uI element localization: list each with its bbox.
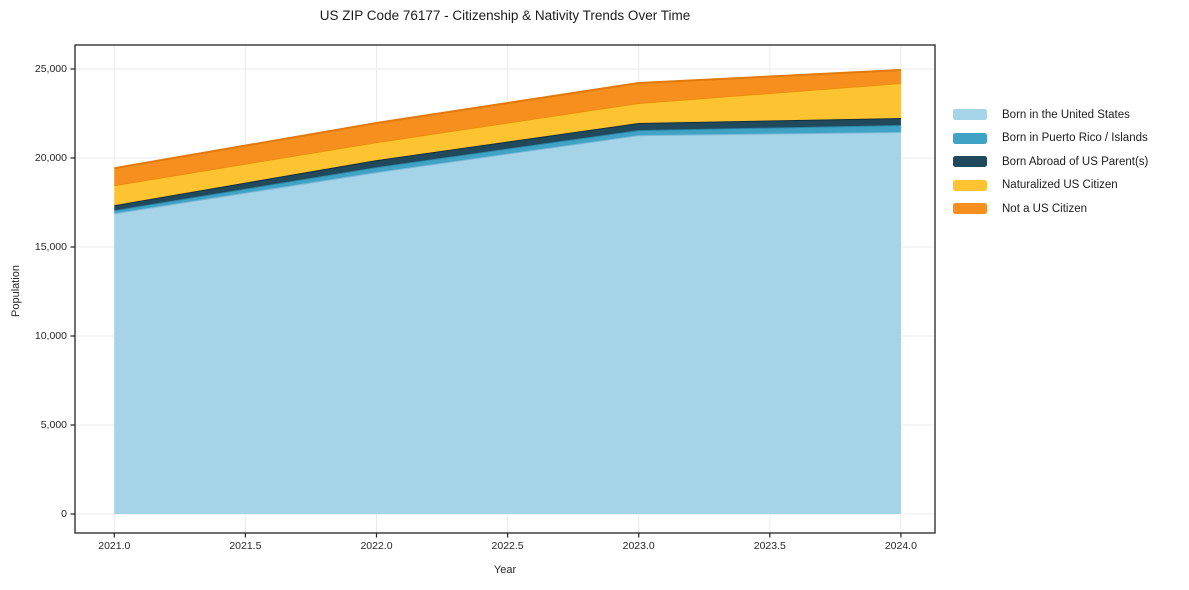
legend-item: Born Abroad of US Parent(s) [953, 150, 1148, 174]
y-tick-label: 20,000 [35, 152, 67, 164]
plot-frame [74, 44, 936, 534]
legend-label: Born Abroad of US Parent(s) [1002, 155, 1149, 168]
legend-label: Naturalized US Citizen [1002, 179, 1118, 192]
chart-title: US ZIP Code 76177 - Citizenship & Nativi… [319, 8, 691, 23]
legend-item: Born in Puerto Rico / Islands [953, 127, 1148, 151]
legend: Born in the United States Born in Puerto … [953, 103, 1148, 221]
y-tick-label: 0 [61, 508, 67, 520]
x-tick-label: 2022.5 [492, 540, 524, 552]
area-band-4 [114, 70, 901, 186]
y-axis-label: Population [10, 265, 22, 317]
x-tick-label: 2023.5 [754, 540, 786, 552]
x-tick-label: 2024.0 [885, 540, 917, 552]
y-tick-label: 10,000 [35, 330, 67, 342]
area-band-0 [114, 132, 901, 514]
legend-swatch [953, 156, 987, 168]
x-tick-label: 2023.0 [623, 540, 655, 552]
x-tick-label: 2022.0 [360, 540, 392, 552]
legend-label: Born in Puerto Rico / Islands [1002, 132, 1148, 145]
y-tick-label: 25,000 [35, 63, 67, 75]
legend-item: Naturalized US Citizen [953, 174, 1148, 198]
legend-swatch [953, 179, 987, 191]
x-tick-label: 2021.0 [98, 540, 130, 552]
legend-label: Not a US Citizen [1002, 202, 1088, 215]
legend-swatch [953, 203, 987, 215]
area-edge-4 [114, 69, 901, 170]
legend-item: Born in the United States [953, 103, 1148, 127]
y-tick-label: 15,000 [35, 241, 67, 253]
legend-label: Born in the United States [1002, 108, 1130, 121]
x-axis-label: Year [493, 564, 517, 576]
legend-swatch [953, 132, 987, 144]
x-tick-label: 2021.5 [229, 540, 261, 552]
legend-swatch [953, 109, 987, 121]
legend-item: Not a US Citizen [953, 197, 1148, 221]
area-band-3 [114, 83, 901, 206]
y-tick-label: 5,000 [41, 419, 67, 431]
